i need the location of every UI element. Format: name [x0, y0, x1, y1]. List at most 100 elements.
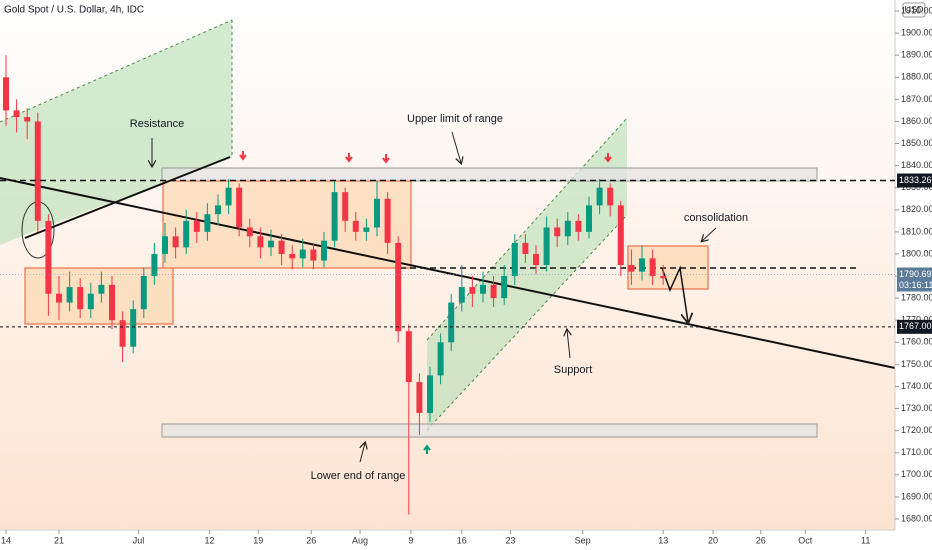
candle-body — [628, 265, 635, 272]
signal-down — [604, 153, 612, 163]
candle-body — [342, 192, 349, 221]
x-tick-label: 11 — [861, 535, 870, 545]
candle-body — [278, 240, 285, 254]
candle-body — [639, 258, 645, 272]
y-tick-label: 1860.00 — [901, 116, 932, 126]
candle-body — [13, 110, 20, 118]
candle-body — [45, 220, 52, 294]
candle-body — [575, 220, 582, 232]
candles — [3, 55, 667, 515]
y-tick-label: 1890.00 — [901, 50, 932, 60]
candle-body — [236, 187, 243, 228]
candle-body — [215, 205, 221, 215]
signal-down — [382, 154, 390, 164]
x-tick-label: Oct — [798, 535, 813, 545]
candle-body — [384, 198, 391, 243]
candle-body — [405, 331, 412, 383]
candle-body — [151, 253, 158, 277]
projection-arrow — [661, 265, 688, 322]
y-tick-label: 1750.00 — [901, 359, 932, 369]
candle-body — [554, 227, 561, 237]
candle-body — [119, 320, 126, 347]
candle-body — [511, 242, 518, 277]
y-tick-label: 1710.00 — [901, 447, 932, 457]
candle-body — [98, 284, 105, 294]
candle-body — [24, 117, 31, 122]
candle-body — [130, 309, 137, 347]
y-tick-label: 1780.00 — [901, 293, 932, 303]
x-tick-label: 9 — [408, 535, 413, 545]
y-tick-label: 1770.00 — [901, 315, 932, 325]
candle-body — [649, 258, 656, 277]
y-tick-label: 1910.00 — [901, 5, 932, 15]
x-tick-label: Sep — [575, 535, 591, 545]
y-tick-label: 1800.00 — [901, 248, 932, 258]
candle-body — [363, 227, 370, 232]
annotation: Support — [554, 364, 593, 376]
y-tick-label: 1850.00 — [901, 138, 932, 148]
candle-body — [321, 240, 327, 261]
pointer — [567, 330, 570, 359]
channel-right — [427, 118, 627, 430]
y-tick-label: 1900.00 — [901, 28, 932, 38]
candle-body — [607, 187, 614, 206]
x-tick-label: 23 — [506, 535, 516, 545]
candle-body — [193, 220, 200, 232]
candle-body — [299, 249, 306, 259]
candle-body — [310, 249, 317, 261]
x-tick-label: Aug — [352, 535, 368, 545]
candle-body — [416, 382, 423, 413]
candle-body — [246, 227, 253, 237]
price-badge — [897, 173, 932, 188]
y-tick-label: 1700.00 — [901, 469, 932, 479]
candle-body — [586, 205, 592, 232]
price-badge — [897, 319, 932, 334]
x-tick-label: 16 — [457, 535, 467, 545]
x-tick-label: 20 — [708, 535, 718, 545]
candle-body — [437, 342, 444, 376]
y-tick-label: 1760.00 — [901, 337, 932, 347]
candle-body — [3, 77, 9, 111]
candle-body — [501, 276, 508, 299]
x-tick-label: 26 — [756, 535, 766, 545]
candle-body — [66, 287, 73, 303]
pointer — [451, 131, 461, 163]
candle-body — [427, 375, 433, 413]
resistance-line — [24, 156, 231, 239]
pointer — [702, 227, 717, 241]
candle-body — [331, 192, 338, 241]
candle-body — [34, 121, 41, 221]
candle-body — [543, 227, 550, 265]
chart-title: Gold Spot / U.S. Dollar, 4h, IDC — [4, 5, 144, 16]
channel-line — [0, 19, 233, 123]
y-tick-label: 1730.00 — [901, 403, 932, 413]
channel-left — [0, 20, 232, 245]
candle-body — [596, 187, 603, 206]
price-badge-label: 1767.00 — [899, 321, 932, 331]
candle-body — [522, 242, 529, 254]
range-bottom-zone — [161, 423, 818, 438]
y-tick-label: 1820.00 — [901, 204, 932, 214]
candle-body — [87, 293, 94, 310]
annotation: consolidation — [684, 212, 748, 224]
candle-body — [660, 276, 667, 279]
candle-body — [564, 220, 571, 237]
x-tick-label: 19 — [253, 535, 263, 545]
channel-line — [426, 214, 628, 431]
x-tick-label: 21 — [54, 535, 64, 545]
trend-line — [0, 177, 896, 369]
signal-down — [239, 151, 247, 161]
candle-body — [77, 287, 84, 310]
candle-body — [268, 240, 274, 248]
candle-body — [480, 284, 486, 294]
currency-badge — [902, 2, 926, 18]
range-top-zone — [161, 167, 818, 182]
candle-body — [374, 198, 380, 228]
candle-body — [533, 253, 539, 265]
y-tick-label: 1680.00 — [901, 513, 932, 523]
y-tick-label: 1840.00 — [901, 160, 932, 170]
candle-body — [225, 187, 232, 206]
candle-body — [140, 276, 147, 310]
candle-body — [109, 284, 115, 321]
